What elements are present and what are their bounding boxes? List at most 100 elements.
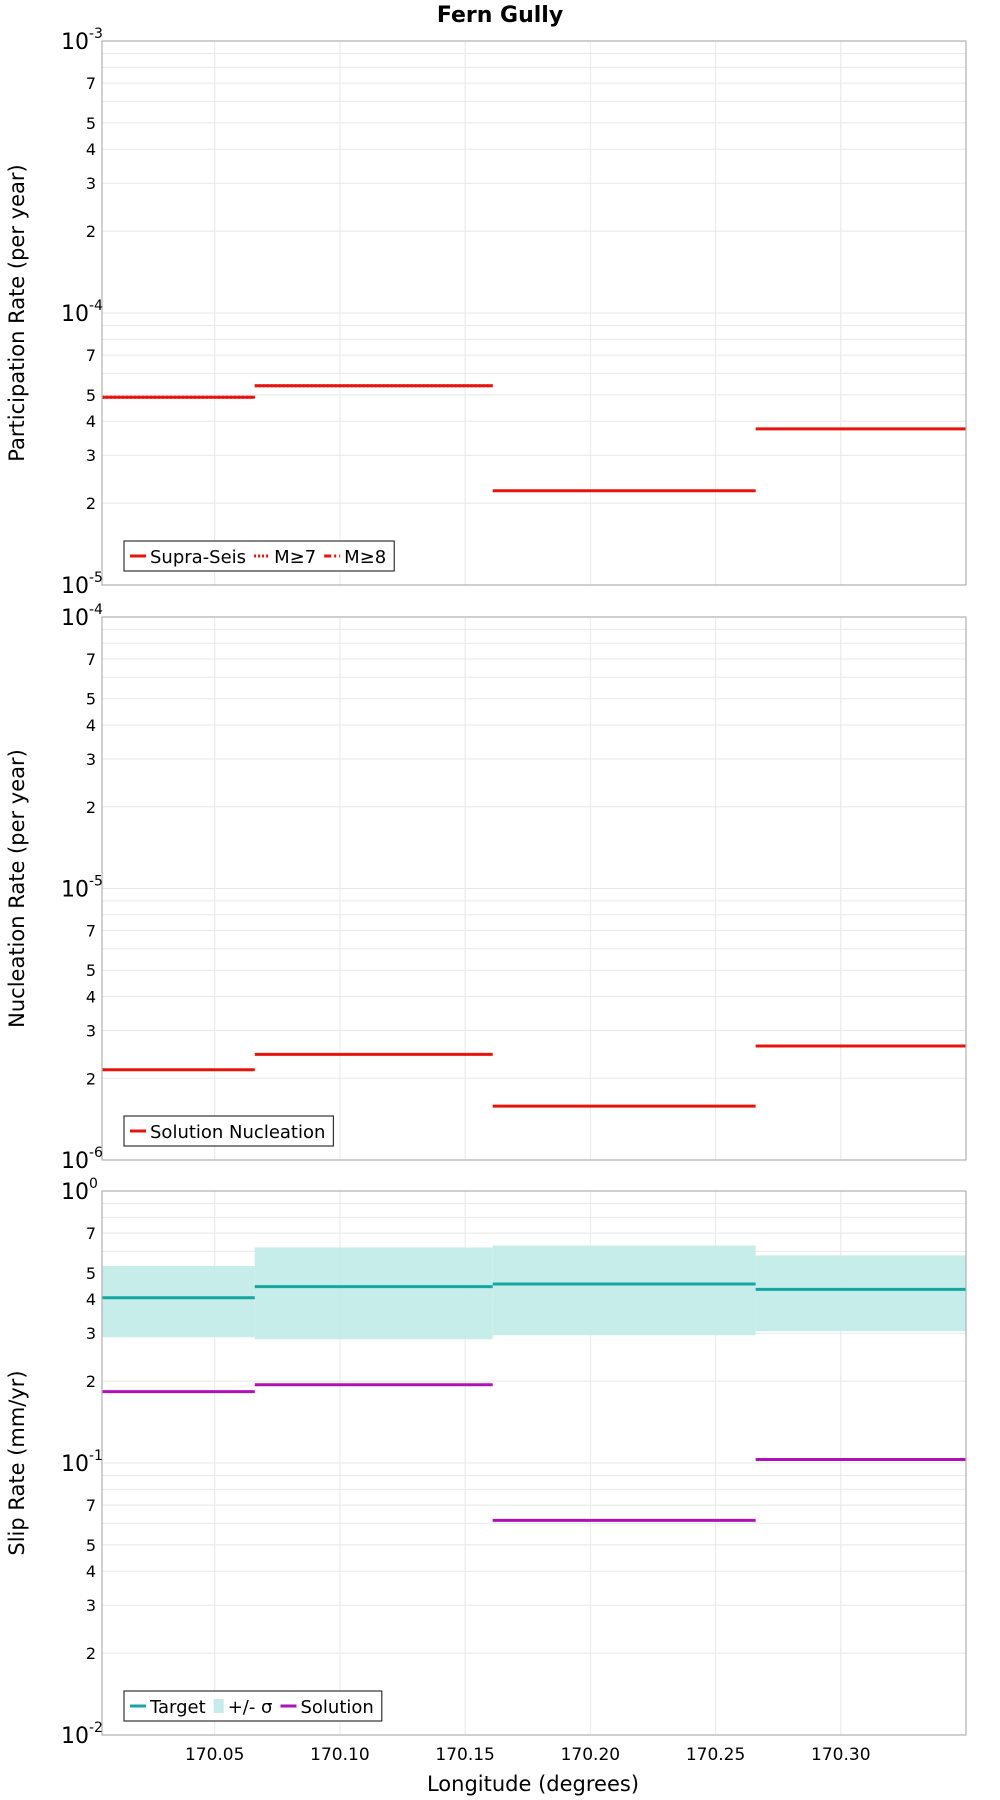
legend-item: M≥7 (254, 547, 316, 568)
plot-frame (101, 40, 967, 586)
legend-label: Solution (300, 1697, 373, 1718)
y-tick-label: 7 (86, 74, 96, 93)
x-axis-label: Longitude (degrees) (427, 1772, 639, 1796)
y-axis-label: Slip Rate (mm/yr) (5, 1370, 29, 1555)
y-tick-label: 10 (61, 606, 89, 631)
y-tick-label: 3 (86, 1324, 96, 1343)
y-tick-label: 2 (86, 222, 96, 241)
legend-items: Supra-Seis M≥7 M≥8 (130, 547, 386, 568)
y-tick-label: 2 (86, 798, 96, 817)
y-tick-label: 5 (86, 386, 96, 405)
y-tick-label: 2 (86, 1069, 96, 1088)
y-tick-label: 4 (86, 1562, 96, 1581)
y-gridlines (102, 628, 966, 1161)
legend: Target +/- σ Solution (123, 1690, 383, 1722)
legend-frame (123, 1690, 383, 1722)
y-tick-label: 3 (86, 174, 96, 193)
y-gridlines (102, 52, 966, 586)
y-tick-label: 7 (86, 346, 96, 365)
legend-item: Solution (280, 1697, 374, 1718)
legend-item: M≥8 (324, 547, 386, 568)
series-solution (102, 1383, 966, 1522)
x-gridlines (214, 41, 842, 585)
y-tick-label: 2 (86, 1372, 96, 1391)
band-segment (492, 1245, 756, 1336)
y-tick-label: 4 (86, 716, 96, 735)
y-tick-label: 10 (61, 302, 89, 327)
y-tick-label: 2 (86, 494, 96, 513)
x-tick-label: 170.20 (561, 1745, 620, 1765)
y-tick-label: 10 (61, 1180, 89, 1205)
y-tick-exponent: 0 (89, 1176, 98, 1192)
band-segment (254, 1247, 493, 1340)
legend-swatch (213, 1699, 224, 1713)
band-- (102, 1245, 966, 1340)
series-solution-nucleation (102, 1044, 966, 1108)
plot-frame (101, 616, 967, 1161)
band-segment (102, 1265, 255, 1338)
x-tick-label: 170.25 (686, 1745, 745, 1765)
y-tick-label: 5 (86, 114, 96, 133)
legend: Supra-Seis M≥7 M≥8 (123, 540, 395, 572)
y-tick-exponent: -6 (89, 1145, 103, 1161)
y-tick-label: 5 (86, 690, 96, 709)
y-tick-label: 3 (86, 446, 96, 465)
legend-frame (123, 1115, 335, 1147)
y-tick-label: 10 (61, 1452, 89, 1477)
y-tick-label: 10 (61, 878, 89, 903)
legend-item: +/- σ (213, 1697, 273, 1718)
y-tick-label: 10 (61, 30, 89, 55)
y-tick-exponent: -2 (89, 1720, 103, 1736)
legend-label: Target (149, 1697, 206, 1718)
y-tick-label: 4 (86, 1290, 96, 1309)
series-supra-seis (102, 384, 966, 493)
y-axis-label: Participation Rate (per year) (5, 164, 29, 461)
y-tick-label: 5 (86, 961, 96, 980)
y-axis-label: Nucleation Rate (per year) (5, 749, 29, 1028)
y-tick-label: 5 (86, 1536, 96, 1555)
legend-label: M≥8 (344, 547, 386, 568)
legend-label: M≥7 (274, 547, 316, 568)
y-tick-label: 3 (86, 750, 96, 769)
y-tick-label: 4 (86, 412, 96, 431)
y-tick-label: 7 (86, 922, 96, 941)
y-tick-label: 7 (86, 1496, 96, 1515)
x-tick-label: 170.05 (185, 1745, 244, 1765)
y-tick-label: 3 (86, 1596, 96, 1615)
legend-items: Solution Nucleation (130, 1122, 325, 1143)
y-tick-exponent: -5 (89, 874, 103, 890)
legend-items: Target +/- σ Solution (130, 1697, 374, 1718)
y-tick-label: 3 (86, 1021, 96, 1040)
y-tick-exponent: -5 (89, 570, 103, 586)
legend-item: Target (130, 1697, 206, 1718)
legend-label: +/- σ (228, 1697, 273, 1718)
y-tick-label: 10 (61, 1149, 89, 1174)
series-m-7 (102, 384, 493, 399)
legend-item: Solution Nucleation (130, 1122, 325, 1143)
y-tick-exponent: -1 (89, 1448, 103, 1464)
x-tick-label: 170.10 (310, 1745, 369, 1765)
y-tick-exponent: -4 (89, 298, 103, 314)
y-tick-label: 7 (86, 1224, 96, 1243)
y-tick-label: 5 (86, 1264, 96, 1283)
y-tick-label: 4 (86, 988, 96, 1007)
series-target (102, 1282, 966, 1300)
y-tick-label: 2 (86, 1644, 96, 1663)
chart-title: Fern Gully (437, 3, 563, 28)
x-tick-label: 170.15 (435, 1745, 494, 1765)
y-tick-label: 7 (86, 650, 96, 669)
y-tick-label: 4 (86, 140, 96, 159)
x-tick-label: 170.30 (811, 1745, 870, 1765)
y-tick-exponent: -4 (89, 602, 103, 618)
y-tick-label: 10 (61, 1724, 89, 1749)
legend: Solution Nucleation (123, 1115, 335, 1147)
legend-item: Supra-Seis (130, 547, 246, 568)
x-axis: 170.05 170.10 170.15 170.20 170.25 170.30 (185, 1745, 871, 1765)
